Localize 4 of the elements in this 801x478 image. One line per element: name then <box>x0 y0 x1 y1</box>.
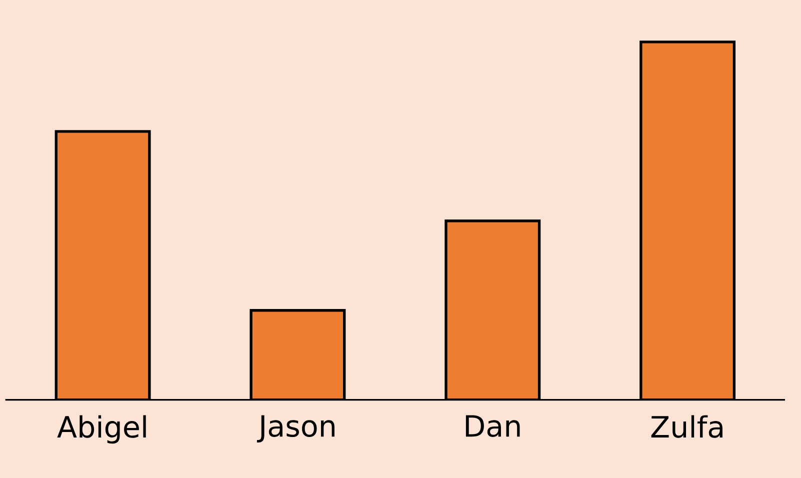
x-tick-label: Zulfa <box>651 414 722 438</box>
x-tick-label: Jason <box>256 414 334 442</box>
x-tick-label: Dan <box>466 414 520 437</box>
x-tick-label: Abigel <box>57 414 146 444</box>
